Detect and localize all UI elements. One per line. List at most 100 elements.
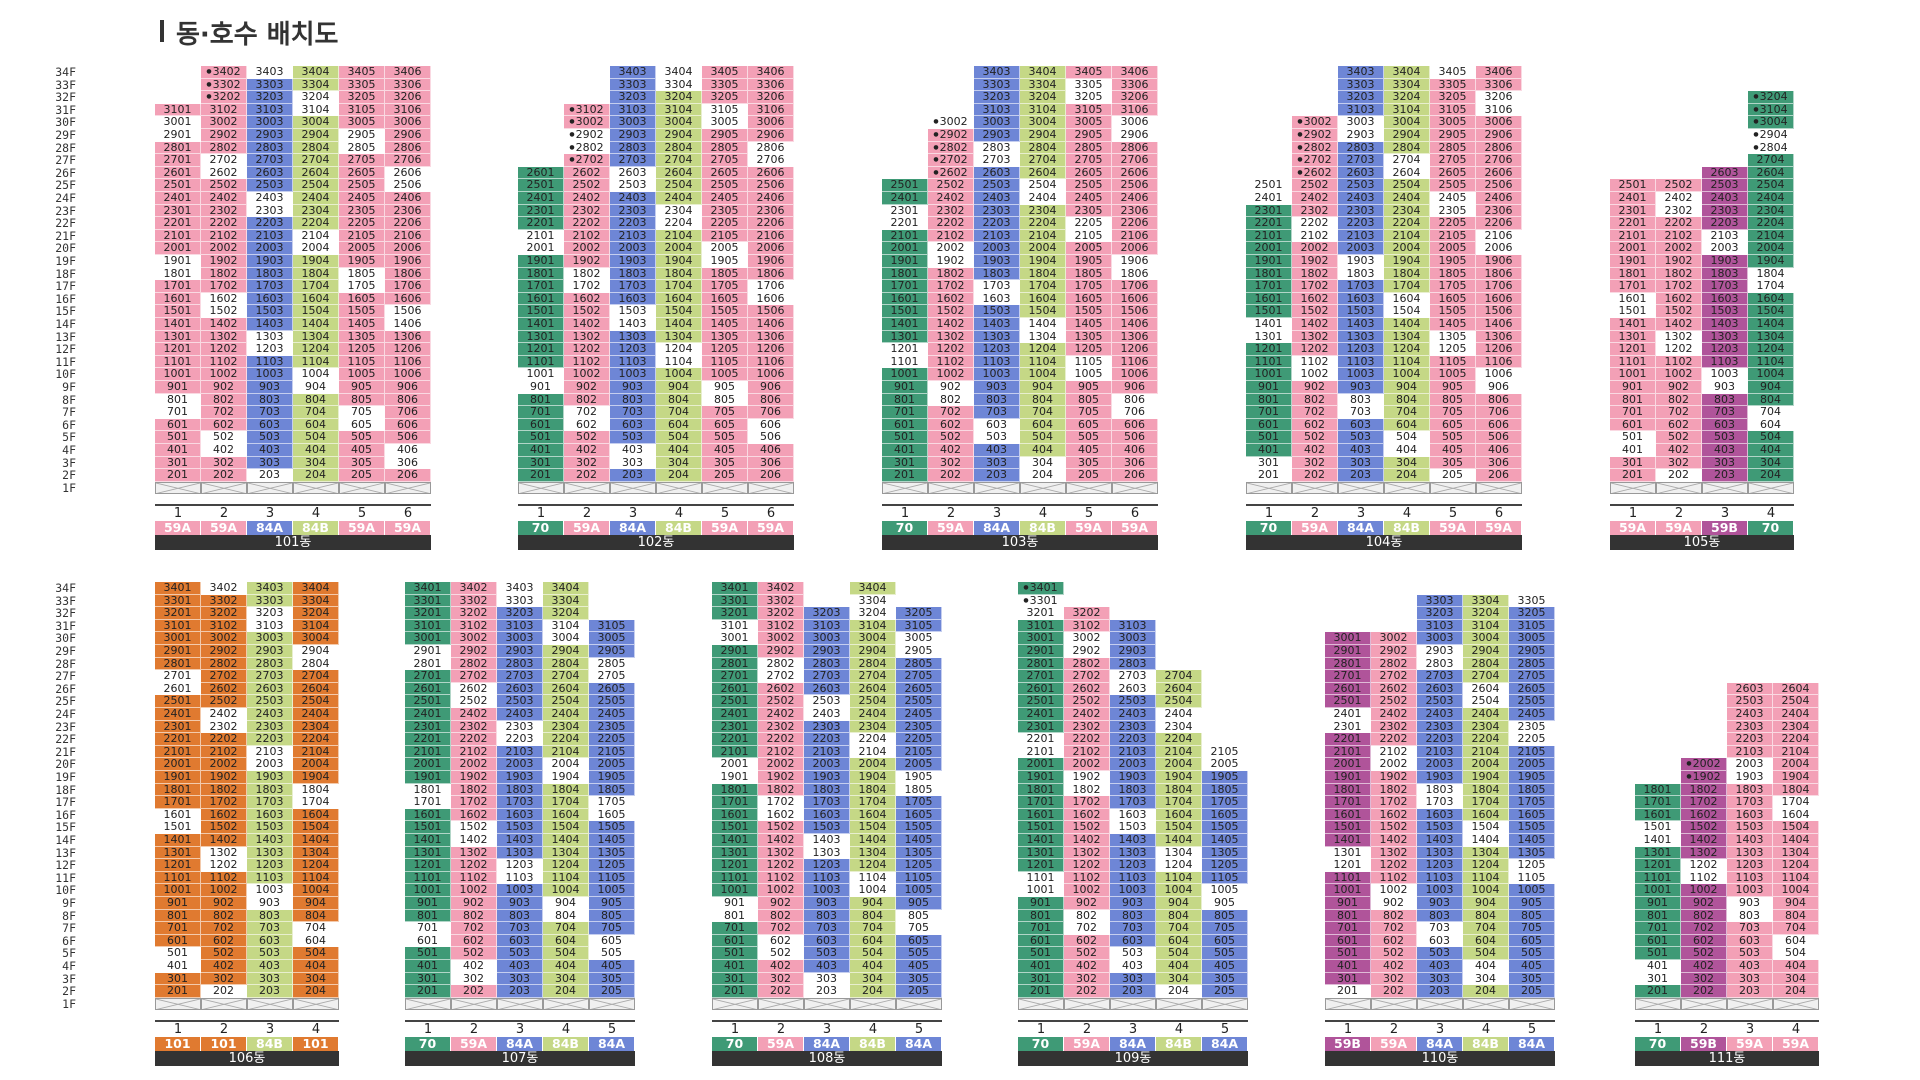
unit-cell[interactable]: 2502 [451,695,497,708]
unit-cell[interactable]: 404 [850,960,896,973]
unit-cell[interactable]: 2004 [656,242,702,255]
unit-cell[interactable]: 1101 [518,355,564,369]
unit-cell[interactable]: 203 [1338,469,1384,482]
unit-cell[interactable]: 2102 [1292,229,1338,243]
unit-cell[interactable]: 2302 [1064,720,1110,734]
unit-cell[interactable]: 1203 [1727,859,1773,872]
unit-cell[interactable]: 2303 [974,204,1020,218]
unit-cell[interactable]: 3001 [1018,632,1064,645]
unit-cell[interactable]: 2502 [1656,179,1702,192]
unit-cell[interactable]: 1902 [1656,255,1702,268]
unit-cell[interactable]: 2105 [589,745,635,759]
unit-cell[interactable]: 2401 [1610,192,1656,205]
unit-cell[interactable]: 1302 [564,330,610,344]
unit-cell[interactable]: 601 [518,418,564,432]
unit-cell[interactable]: 2903 [1110,645,1156,658]
unit-cell[interactable]: 3304 [293,594,339,608]
unit-cell[interactable]: 1601 [1325,808,1371,822]
unit-cell[interactable]: 2702 [201,154,247,167]
unit-cell[interactable]: 1601 [155,292,201,306]
unit-cell[interactable]: 1004 [1748,368,1794,381]
unit-cell[interactable]: 1406 [748,318,794,331]
unit-cell[interactable]: 2801 [1018,657,1064,671]
unit-cell[interactable]: 1401 [1635,834,1681,847]
unit-cell[interactable]: 501 [882,431,928,444]
unit-cell[interactable]: 2802 [1292,141,1338,155]
unit-cell[interactable]: 1002 [201,368,247,381]
unit-cell[interactable]: 1205 [1202,859,1248,872]
unit-cell[interactable]: 1902 [758,771,804,784]
unit-cell[interactable]: 2905 [896,645,942,658]
unit-cell[interactable]: 1305 [1430,330,1476,344]
unit-cell[interactable]: 1702 [928,280,974,293]
unit-cell[interactable]: 2203 [247,217,293,230]
unit-cell[interactable]: 801 [518,393,564,407]
unit-cell[interactable]: 1404 [293,318,339,331]
unit-cell[interactable]: 201 [1635,985,1681,998]
unit-cell[interactable]: 1203 [610,343,656,356]
unit-cell[interactable]: 204 [1020,469,1066,482]
unit-cell[interactable]: 1803 [1110,783,1156,797]
unit-cell[interactable]: 1501 [518,305,564,318]
unit-cell[interactable]: 2201 [882,217,928,230]
unit-cell[interactable]: 2501 [155,695,201,708]
unit-cell[interactable]: 2802 [201,141,247,155]
unit-cell[interactable]: 2303 [1702,204,1748,218]
unit-cell[interactable]: 1001 [155,884,201,897]
unit-cell[interactable]: 1002 [758,884,804,897]
unit-cell[interactable]: 3105 [1066,103,1112,117]
unit-cell[interactable]: 801 [155,393,201,407]
unit-cell[interactable]: 302 [201,456,247,470]
unit-cell[interactable]: 2405 [339,192,385,205]
unit-cell[interactable]: 1101 [882,355,928,369]
unit-cell[interactable]: 1202 [1656,343,1702,356]
unit-cell[interactable]: 1904 [1773,771,1819,784]
unit-cell[interactable]: 2802 [1371,657,1417,671]
unit-cell[interactable]: 3003 [804,632,850,645]
unit-cell[interactable]: 1801 [1018,783,1064,797]
unit-cell[interactable]: 1703 [497,796,543,809]
unit-cell[interactable]: 1302 [201,330,247,344]
unit-cell[interactable]: 2003 [1338,242,1384,255]
unit-cell[interactable]: 1504 [543,821,589,834]
unit-cell[interactable]: 203 [497,985,543,998]
unit-cell[interactable]: 1706 [1112,280,1158,293]
unit-cell[interactable]: 2001 [1325,758,1371,771]
unit-cell[interactable]: 301 [1018,972,1064,986]
unit-cell[interactable]: 2203 [1727,733,1773,746]
unit-cell[interactable]: 1804 [1773,783,1819,797]
unit-cell[interactable]: 2902 [1292,129,1338,142]
unit-cell[interactable]: 204 [293,469,339,482]
unit-cell[interactable]: 1901 [1610,255,1656,268]
unit-cell[interactable]: 1404 [1020,318,1066,331]
unit-cell[interactable]: 3403 [610,66,656,79]
unit-cell[interactable]: 2102 [928,229,974,243]
unit-cell[interactable]: 901 [1325,897,1371,910]
unit-cell[interactable]: 903 [974,381,1020,394]
unit-cell[interactable]: 2005 [1509,758,1555,771]
unit-cell[interactable]: 504 [1773,947,1819,960]
unit-cell[interactable]: 703 [974,406,1020,419]
unit-cell[interactable]: 2703 [1417,670,1463,683]
unit-cell[interactable]: 1901 [1018,771,1064,784]
unit-cell[interactable]: 2103 [1110,745,1156,759]
unit-cell[interactable]: 802 [1371,909,1417,923]
unit-cell[interactable]: 2803 [974,141,1020,155]
unit-cell[interactable]: 1805 [896,783,942,797]
unit-cell[interactable]: 2206 [1476,217,1522,230]
unit-cell[interactable]: 2003 [1110,758,1156,771]
unit-cell[interactable]: 1201 [405,859,451,872]
unit-cell[interactable]: 502 [928,431,974,444]
unit-cell[interactable]: 1501 [155,305,201,318]
unit-cell[interactable]: 301 [712,972,758,986]
unit-cell[interactable]: 2001 [1246,242,1292,255]
unit-cell[interactable]: 906 [1112,381,1158,394]
unit-cell[interactable]: 801 [882,393,928,407]
unit-cell[interactable]: 1106 [1476,355,1522,369]
unit-cell[interactable]: 2903 [804,645,850,658]
unit-cell[interactable]: 1201 [712,859,758,872]
unit-cell[interactable]: 2102 [451,745,497,759]
unit-cell[interactable]: 2103 [610,229,656,243]
unit-cell[interactable]: 1505 [1430,305,1476,318]
unit-cell[interactable]: 1204 [1463,859,1509,872]
